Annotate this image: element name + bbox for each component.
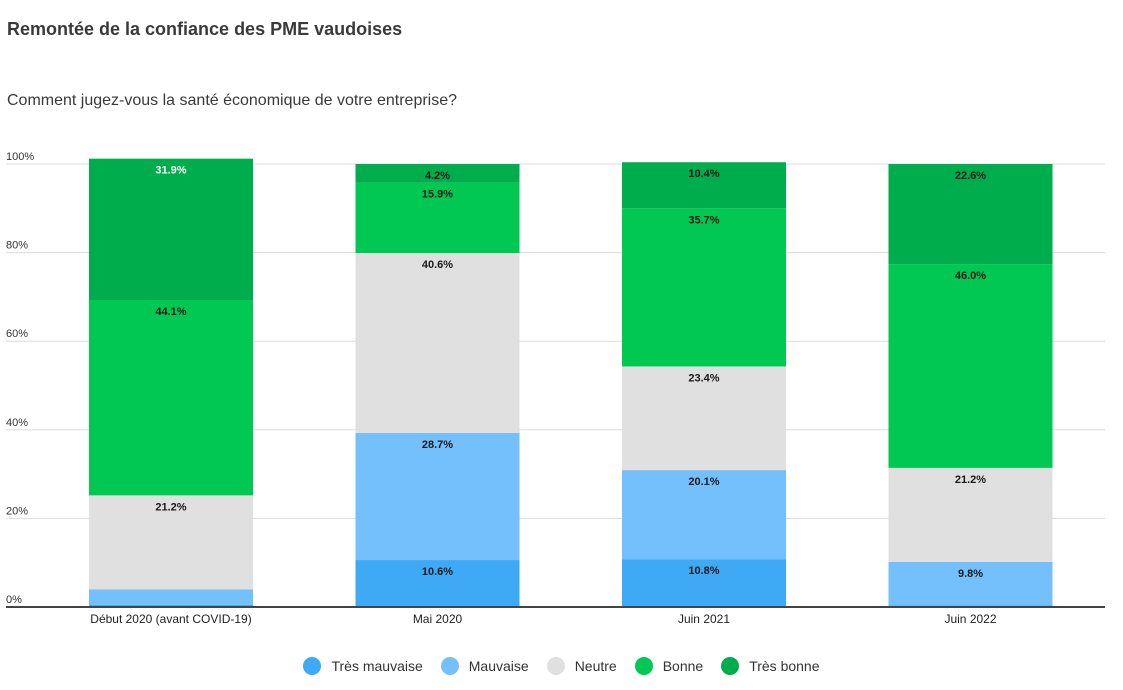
data-label: 21.2% [155,501,186,513]
x-tick-label: Début 2020 (avant COVID-19) [90,612,251,626]
data-label: 40.6% [422,259,453,271]
data-label: 46.0% [955,270,986,282]
chart-title: Remontée de la confiance des PME vaudois… [7,19,403,39]
bar-segment [622,162,786,209]
data-label: 22.6% [955,170,986,182]
data-label: 44.1% [155,306,186,318]
legend-label: Très mauvaise [331,658,423,674]
data-labels: 21.2% 44.1% 31.9% 10.6% 28.7% 40.6% 15.9% 4.2% 1… [155,165,986,580]
bar-segment [888,264,1053,468]
bar-segment [888,164,1053,265]
data-label: 31.9% [155,165,186,177]
bar-segment [622,559,786,607]
legend-item[interactable]: Neutre [546,657,617,675]
legend-swatch [303,657,322,675]
y-tick-label: 60% [6,328,28,340]
data-label: 21.2% [955,474,986,486]
bar-segment [355,560,520,607]
data-label: 23.4% [688,372,719,384]
x-tick-label: Juin 2021 [678,612,730,626]
y-tick-label: 0% [6,594,22,606]
bar-segment [622,366,786,471]
data-label: 10.8% [688,565,719,577]
x-tick-label: Mai 2020 [413,612,463,626]
legend-item[interactable]: Très bonne [721,657,820,675]
x-tick-label: Juin 2022 [944,612,996,626]
bar-segment [355,432,520,561]
legend-swatch [721,657,740,675]
legend-label: Très bonne [749,658,820,674]
bars [89,158,1053,607]
y-tick-label: 40% [6,417,28,429]
bar-segment [89,300,253,496]
data-label: 10.4% [688,168,719,180]
bar-segment [355,182,520,254]
stacked-bar-chart: 21.2% 44.1% 31.9% 10.6% 28.7% 40.6% 15.9% 4.2% 1… [6,151,1105,626]
legend-label: Neutre [574,658,617,674]
chart-subtitle: Comment jugez-vous la santé économique d… [7,92,458,109]
bar-segment [622,470,786,560]
legend-swatch [634,657,653,675]
data-label: 35.7% [688,214,719,226]
y-tick-label: 80% [6,240,28,252]
legend-swatch [546,657,565,675]
bar-segment [355,253,520,433]
bar-segment [89,158,253,301]
legend-item[interactable]: Bonne [634,657,704,675]
data-label: 15.9% [422,189,453,201]
legend: Très mauvaise Mauvaise Neutre Bonne Très bon… [0,657,1123,675]
y-tick-label: 20% [6,505,28,517]
bar-segment [89,495,253,590]
data-label: 10.6% [422,566,453,578]
legend-label: Bonne [662,658,704,674]
y-tick-label: 100% [6,151,34,163]
bar-segment [888,561,1053,606]
data-label: 20.1% [688,476,719,488]
data-label: 28.7% [422,439,453,451]
legend-item[interactable]: Très mauvaise [303,657,423,675]
data-label: 4.2% [425,170,450,182]
bar-segment [888,467,1053,562]
data-label: 9.8% [958,568,983,580]
bar-segment [89,604,253,607]
axes: 0% 20% 40% 60% 80% 100% Début 2020 (avant COVI… [6,151,1105,626]
legend-swatch [440,657,459,675]
bar-segment [622,208,786,367]
bar-segment [355,164,520,183]
legend-label: Mauvaise [468,658,529,674]
legend-item[interactable]: Mauvaise [440,657,529,675]
bar-segment [89,589,253,605]
